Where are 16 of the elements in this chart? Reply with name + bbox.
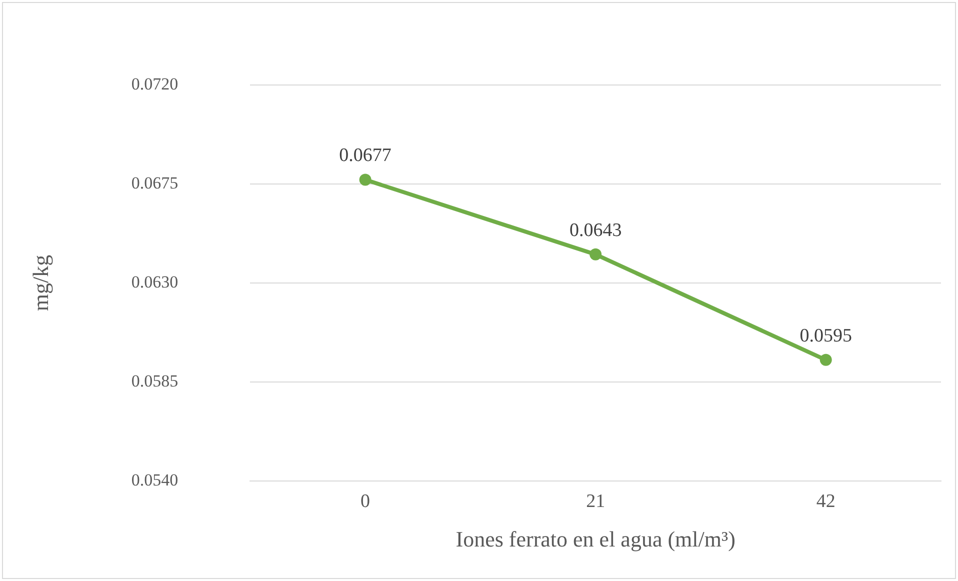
y-tick-label: 0.0630: [131, 272, 178, 292]
point: [590, 248, 602, 260]
y-tick-label: 0.0585: [131, 371, 178, 390]
data-label: 0.0643: [569, 220, 622, 241]
y-axis-title: mg/kg: [28, 254, 53, 312]
data-label: 0.0677: [339, 145, 392, 166]
point: [820, 354, 832, 366]
x-tick-label: 42: [816, 491, 836, 512]
y-tick-label: 0.0540: [131, 470, 178, 490]
x-tick-label: 0: [360, 491, 370, 512]
y-tick-label: 0.0720: [131, 74, 178, 94]
point: [359, 174, 372, 186]
y-tick-label: 0.0675: [131, 174, 178, 193]
data-label: 0.0595: [800, 325, 852, 346]
x-tick-label: 21: [586, 491, 606, 512]
x-axis-title: Iones ferrato en el agua (ml/m³): [456, 526, 736, 552]
